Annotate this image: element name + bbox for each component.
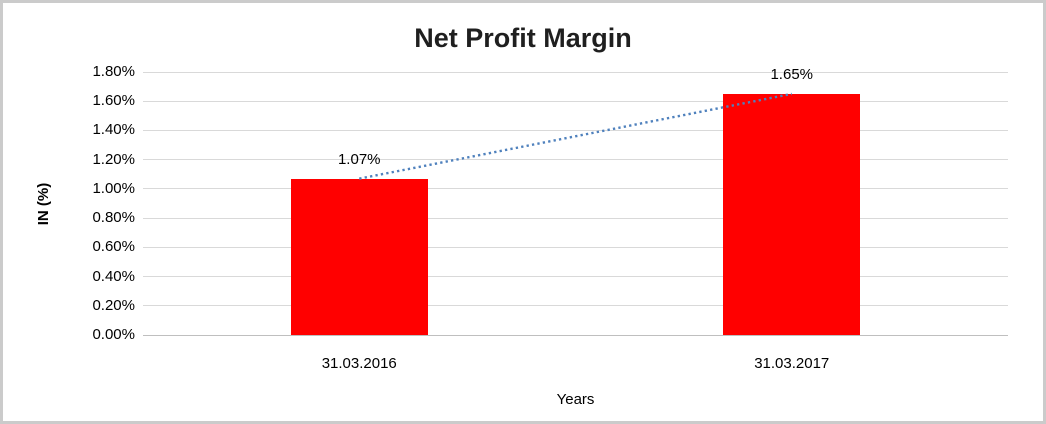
x-axis-line [143,334,1008,336]
gridline [143,246,1008,248]
gridline [143,276,1008,278]
x-category-label: 31.03.2017 [754,355,830,372]
gridline [143,129,1008,131]
y-tick-label: 1.80% [92,63,135,80]
y-tick-label: 1.40% [92,121,135,139]
chart-title: Net Profit Margin [414,23,632,53]
gridline [143,71,1008,73]
y-tick-label: 0.40% [92,267,135,285]
gridline [143,159,1008,161]
gridline [143,305,1008,307]
bar-31.03.2016 [290,178,428,335]
data-label: 1.07% [337,150,381,168]
y-tick-label: 0.00% [92,326,135,343]
data-label: 1.65% [770,65,814,83]
y-tick-label: 1.60% [92,92,135,110]
gridline [143,100,1008,102]
y-tick-label: 0.20% [92,296,135,314]
gridline [143,188,1008,190]
y-tick-label: 1.00% [92,179,135,197]
x-category-label: 31.03.2016 [321,355,397,372]
y-tick-label: 1.20% [92,150,135,168]
gridline [143,217,1008,219]
x-axis-title: Years [556,391,595,408]
bar-31.03.2017 [723,93,861,335]
y-tick-label: 0.60% [92,238,135,256]
y-tick-label: 0.80% [92,209,135,227]
